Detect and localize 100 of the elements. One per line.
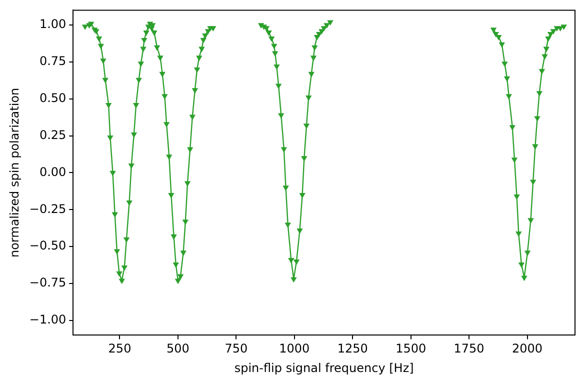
point bbox=[100, 58, 106, 64]
point bbox=[196, 56, 202, 62]
point bbox=[107, 135, 114, 141]
point bbox=[162, 94, 168, 100]
point bbox=[288, 258, 294, 264]
point bbox=[305, 96, 312, 101]
point bbox=[189, 114, 196, 120]
point bbox=[514, 194, 520, 200]
point bbox=[177, 274, 184, 280]
y-tick-label: −0.50 bbox=[29, 238, 66, 253]
x-tick-label: 1250 bbox=[337, 342, 368, 356]
point bbox=[545, 36, 552, 42]
point bbox=[121, 265, 128, 271]
point bbox=[528, 218, 534, 224]
y-tick-label: 0.00 bbox=[39, 164, 66, 179]
point bbox=[511, 158, 518, 164]
point bbox=[308, 72, 315, 78]
point bbox=[550, 29, 556, 34]
point bbox=[172, 262, 179, 268]
point bbox=[186, 147, 194, 153]
point bbox=[496, 34, 502, 40]
point bbox=[536, 91, 542, 97]
point bbox=[560, 24, 567, 30]
point bbox=[320, 26, 328, 32]
point bbox=[141, 38, 148, 44]
point bbox=[312, 45, 318, 51]
point bbox=[118, 278, 125, 284]
y-tick-label: −0.25 bbox=[29, 202, 66, 216]
point bbox=[182, 220, 189, 226]
point bbox=[284, 222, 291, 228]
point bbox=[163, 122, 170, 128]
point bbox=[123, 237, 130, 243]
point bbox=[192, 88, 198, 94]
point bbox=[184, 181, 191, 187]
point bbox=[98, 44, 104, 50]
point bbox=[159, 72, 166, 78]
point bbox=[299, 193, 306, 198]
point bbox=[114, 249, 120, 255]
point bbox=[524, 250, 531, 256]
point bbox=[293, 260, 300, 265]
point bbox=[542, 54, 548, 60]
point bbox=[96, 36, 102, 42]
point bbox=[105, 102, 112, 108]
point bbox=[498, 42, 505, 48]
point bbox=[506, 94, 512, 100]
point bbox=[151, 30, 158, 36]
point bbox=[154, 45, 160, 51]
point bbox=[492, 32, 499, 38]
point bbox=[200, 38, 206, 44]
point bbox=[170, 234, 177, 240]
point bbox=[126, 200, 132, 206]
point bbox=[547, 32, 554, 38]
point bbox=[521, 276, 528, 282]
point bbox=[128, 164, 135, 169]
point bbox=[534, 116, 540, 122]
point bbox=[138, 62, 144, 67]
x-axis-title: spin-flip signal frequency [Hz] bbox=[234, 360, 414, 375]
point bbox=[132, 102, 140, 108]
x-tick-label: 250 bbox=[108, 342, 132, 356]
x-tick-label: 2000 bbox=[512, 342, 543, 356]
point bbox=[490, 28, 497, 34]
y-tick-label: −0.75 bbox=[29, 276, 66, 290]
point bbox=[268, 36, 275, 42]
point bbox=[324, 23, 330, 29]
point bbox=[530, 180, 536, 186]
point bbox=[166, 154, 172, 160]
point bbox=[538, 68, 546, 74]
point bbox=[136, 78, 142, 84]
x-tick-label: 1500 bbox=[396, 342, 426, 356]
y-tick-label: 1.00 bbox=[39, 17, 66, 32]
point bbox=[518, 262, 525, 268]
point bbox=[210, 26, 216, 32]
point bbox=[327, 20, 334, 26]
point bbox=[543, 46, 550, 52]
point bbox=[82, 24, 88, 30]
point bbox=[266, 30, 272, 36]
point bbox=[180, 250, 186, 256]
point bbox=[274, 64, 280, 70]
point bbox=[116, 271, 122, 277]
x-tick-label: 500 bbox=[166, 342, 190, 356]
point bbox=[502, 62, 508, 67]
y-tick-label: 0.75 bbox=[39, 54, 66, 68]
point bbox=[157, 56, 164, 62]
point bbox=[271, 44, 278, 50]
point bbox=[110, 170, 116, 176]
point bbox=[198, 46, 205, 52]
point bbox=[130, 132, 138, 138]
x-tick-label: 1000 bbox=[279, 342, 310, 356]
point bbox=[140, 46, 146, 52]
point bbox=[504, 76, 510, 82]
point bbox=[296, 228, 303, 234]
point bbox=[174, 278, 182, 284]
x-tick-label: 750 bbox=[224, 342, 248, 356]
point bbox=[280, 147, 288, 153]
y-tick-label: 0.50 bbox=[39, 90, 66, 105]
point bbox=[275, 84, 282, 90]
point bbox=[272, 51, 278, 57]
point bbox=[290, 277, 297, 283]
point bbox=[194, 67, 200, 73]
x-tick-label: 1750 bbox=[454, 342, 484, 356]
